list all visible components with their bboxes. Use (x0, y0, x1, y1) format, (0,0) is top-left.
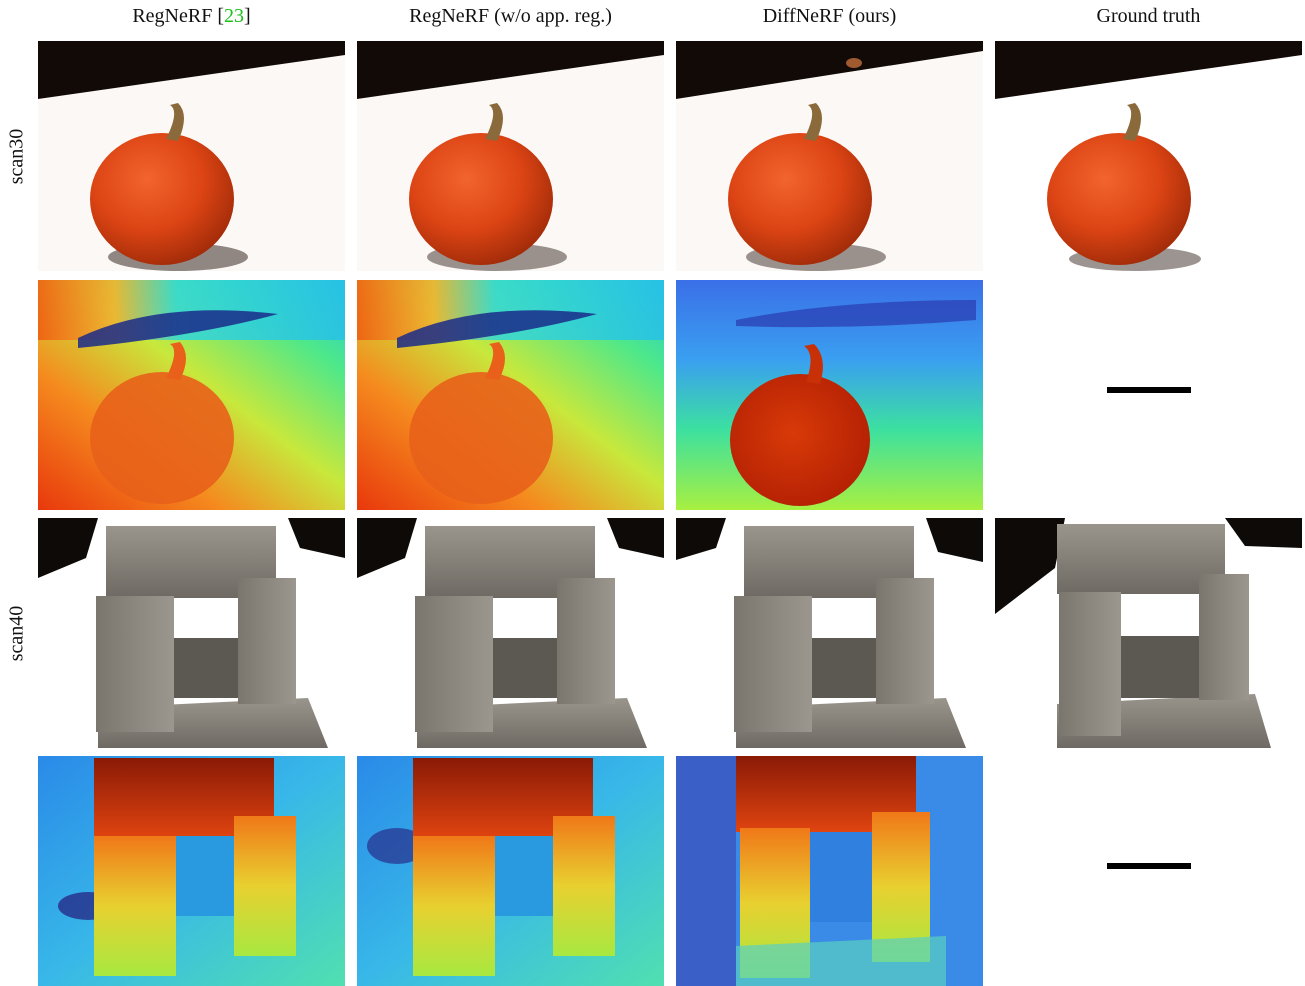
depth-panel-scan30-diffnerf (676, 280, 983, 510)
depth-panel-scan30-regnerf-no-app-reg (357, 280, 664, 510)
rgb-panel-scan30-regnerf-no-app-reg (357, 41, 664, 271)
column-header-ground-truth: Ground truth (995, 2, 1302, 32)
stone-render-image (357, 518, 664, 748)
depth-panel-scan40-diffnerf (676, 756, 983, 986)
depth-map-image (357, 756, 664, 986)
row-label-scan30-text: scan30 (5, 128, 28, 184)
rgb-panel-scan30-regnerf (38, 41, 345, 271)
depth-map-image (38, 280, 345, 510)
depth-panel-scan40-regnerf (38, 756, 345, 986)
stone-render-image (38, 518, 345, 748)
citation-link-23[interactable]: 23 (224, 5, 244, 27)
column-header-regnerf-suffix: ] (244, 5, 251, 27)
row-label-scan40: scan40 (2, 518, 32, 748)
rgb-panel-scan30-ground-truth (995, 41, 1302, 271)
column-header-diffnerf: DiffNeRF (ours) (676, 2, 983, 32)
rgb-panel-scan40-diffnerf (676, 518, 983, 748)
depth-panel-scan30-regnerf (38, 280, 345, 510)
column-header-regnerf-label: RegNeRF [ (132, 5, 224, 27)
pumpkin-render-image (676, 41, 983, 271)
stone-render-image (995, 518, 1302, 748)
pumpkin-render-image (357, 41, 664, 271)
missing-ground-truth-dash (1107, 863, 1191, 869)
pumpkin-render-image (995, 41, 1302, 271)
missing-ground-truth-dash (1107, 387, 1191, 393)
row-label-scan40-text: scan40 (5, 605, 28, 661)
rgb-panel-scan40-ground-truth (995, 518, 1302, 748)
pumpkin-render-image (38, 41, 345, 271)
column-header-regnerf: RegNeRF [23] (38, 2, 345, 32)
row-label-scan30: scan30 (2, 41, 32, 271)
column-header-ground-truth-label: Ground truth (1096, 5, 1201, 27)
column-header-diffnerf-label: DiffNeRF (ours) (762, 5, 897, 27)
rgb-panel-scan40-regnerf-no-app-reg (357, 518, 664, 748)
depth-map-image (38, 756, 345, 986)
rgb-panel-scan30-diffnerf (676, 41, 983, 271)
depth-panel-scan40-regnerf-no-app-reg (357, 756, 664, 986)
rgb-panel-scan40-regnerf (38, 518, 345, 748)
depth-panel-scan30-ground-truth (995, 280, 1302, 510)
column-header-regnerf-no-app-reg: RegNeRF (w/o app. reg.) (357, 2, 664, 32)
depth-panel-scan40-ground-truth (995, 756, 1302, 984)
column-header-regnerf-no-app-reg-label: RegNeRF (w/o app. reg.) (409, 5, 612, 27)
stone-render-image (676, 518, 983, 748)
depth-map-image (357, 280, 664, 510)
depth-map-image (676, 756, 983, 986)
depth-map-image (676, 280, 983, 510)
